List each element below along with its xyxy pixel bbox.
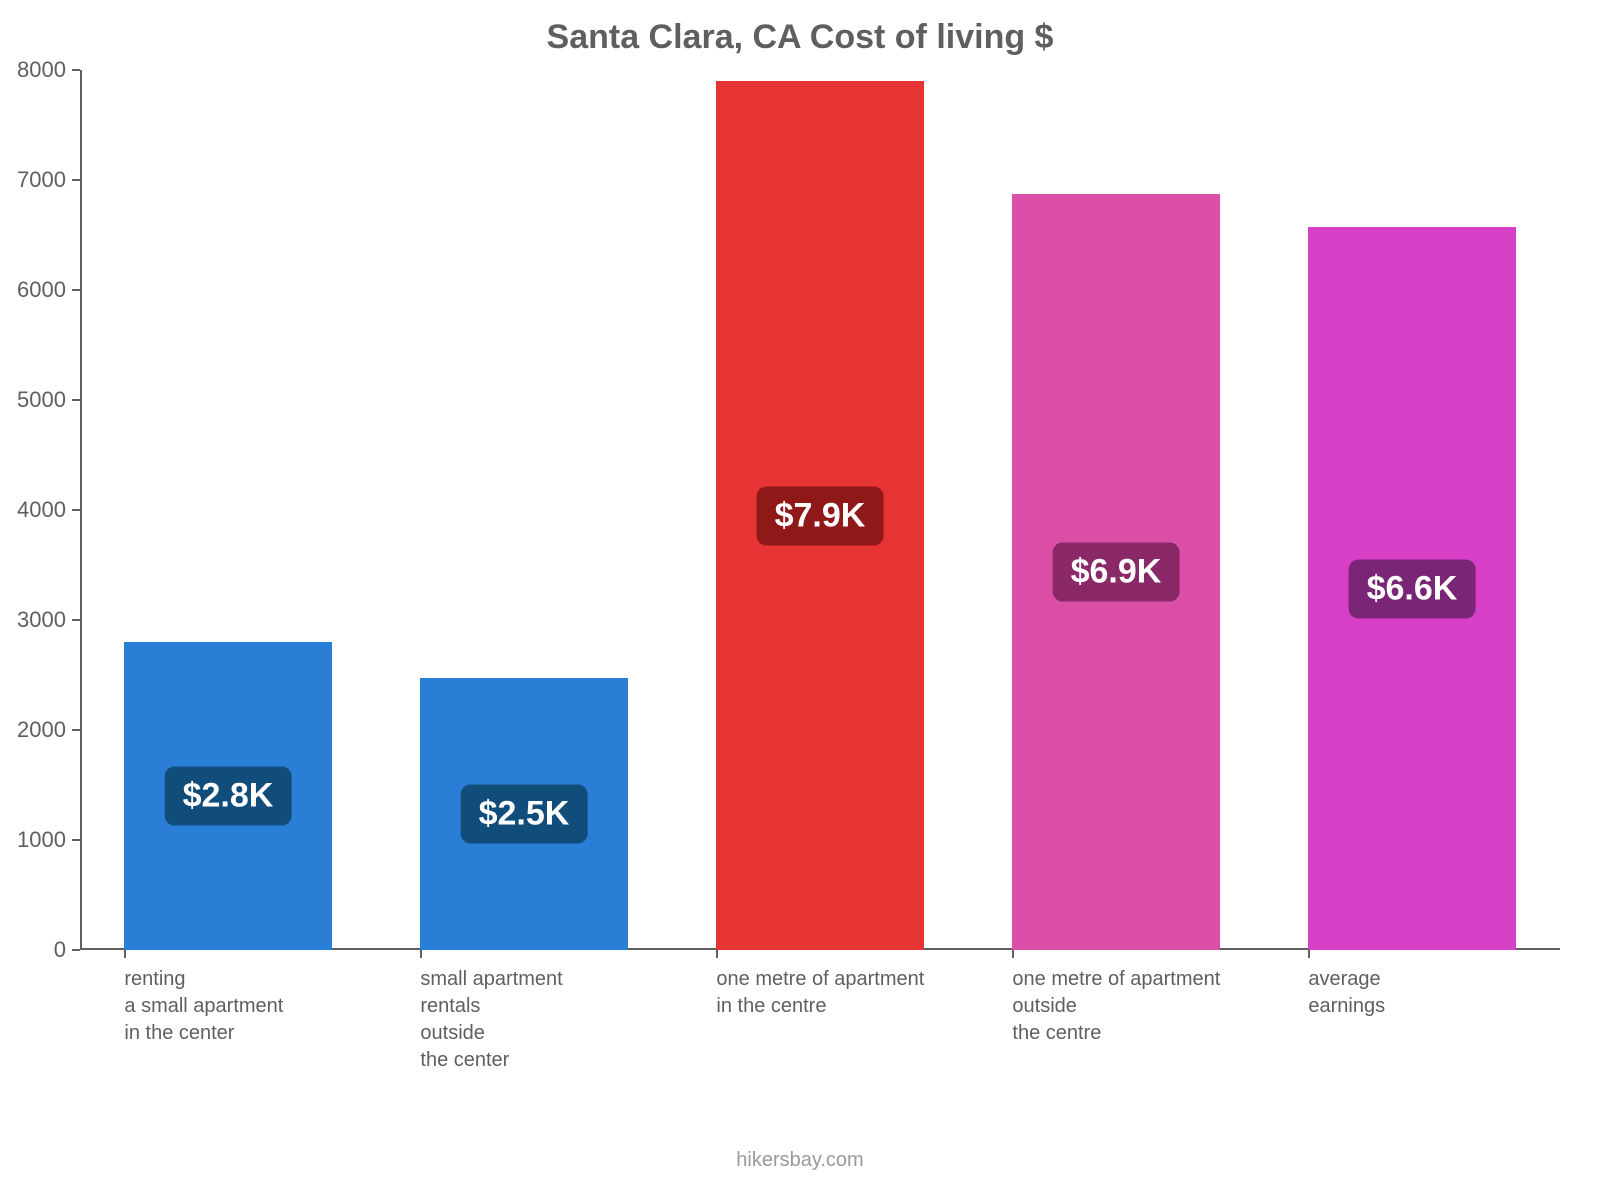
x-tick-mark bbox=[716, 950, 718, 958]
bar-value-badge: $2.8K bbox=[165, 767, 292, 826]
chart-title: Santa Clara, CA Cost of living $ bbox=[0, 18, 1600, 57]
bar-slot: $2.5K bbox=[420, 70, 627, 950]
y-tick-label: 7000 bbox=[17, 167, 80, 193]
chart-stage: Santa Clara, CA Cost of living $ 0100020… bbox=[0, 0, 1600, 1200]
bar-slot: $7.9K bbox=[716, 70, 923, 950]
x-tick-label: renting a small apartment in the center bbox=[124, 966, 344, 1047]
attribution-text: hikersbay.com bbox=[0, 1149, 1600, 1172]
bar-value-badge: $7.9K bbox=[757, 486, 884, 545]
x-tick-mark bbox=[420, 950, 422, 958]
y-tick-label: 6000 bbox=[17, 277, 80, 303]
bar-slot: $2.8K bbox=[124, 70, 331, 950]
y-axis-line bbox=[80, 70, 82, 950]
x-tick-mark bbox=[124, 950, 126, 958]
y-tick-label: 5000 bbox=[17, 387, 80, 413]
y-tick-label: 4000 bbox=[17, 497, 80, 523]
bar-slot: $6.6K bbox=[1308, 70, 1515, 950]
y-tick-label: 0 bbox=[54, 937, 80, 963]
y-tick-label: 3000 bbox=[17, 607, 80, 633]
x-tick-label: one metre of apartment in the centre bbox=[716, 966, 936, 1020]
plot-area: 010002000300040005000600070008000$2.8Kre… bbox=[80, 70, 1560, 950]
y-tick-label: 1000 bbox=[17, 827, 80, 853]
x-tick-label: average earnings bbox=[1308, 966, 1528, 1020]
x-tick-label: one metre of apartment outside the centr… bbox=[1012, 966, 1232, 1047]
x-tick-mark bbox=[1012, 950, 1014, 958]
bar-value-badge: $6.9K bbox=[1053, 543, 1180, 602]
y-tick-label: 8000 bbox=[17, 57, 80, 83]
x-tick-mark bbox=[1308, 950, 1310, 958]
y-tick-label: 2000 bbox=[17, 717, 80, 743]
x-tick-label: small apartment rentals outside the cent… bbox=[420, 966, 640, 1074]
bar-value-badge: $6.6K bbox=[1349, 559, 1476, 618]
bar-slot: $6.9K bbox=[1012, 70, 1219, 950]
bar-value-badge: $2.5K bbox=[461, 785, 588, 844]
